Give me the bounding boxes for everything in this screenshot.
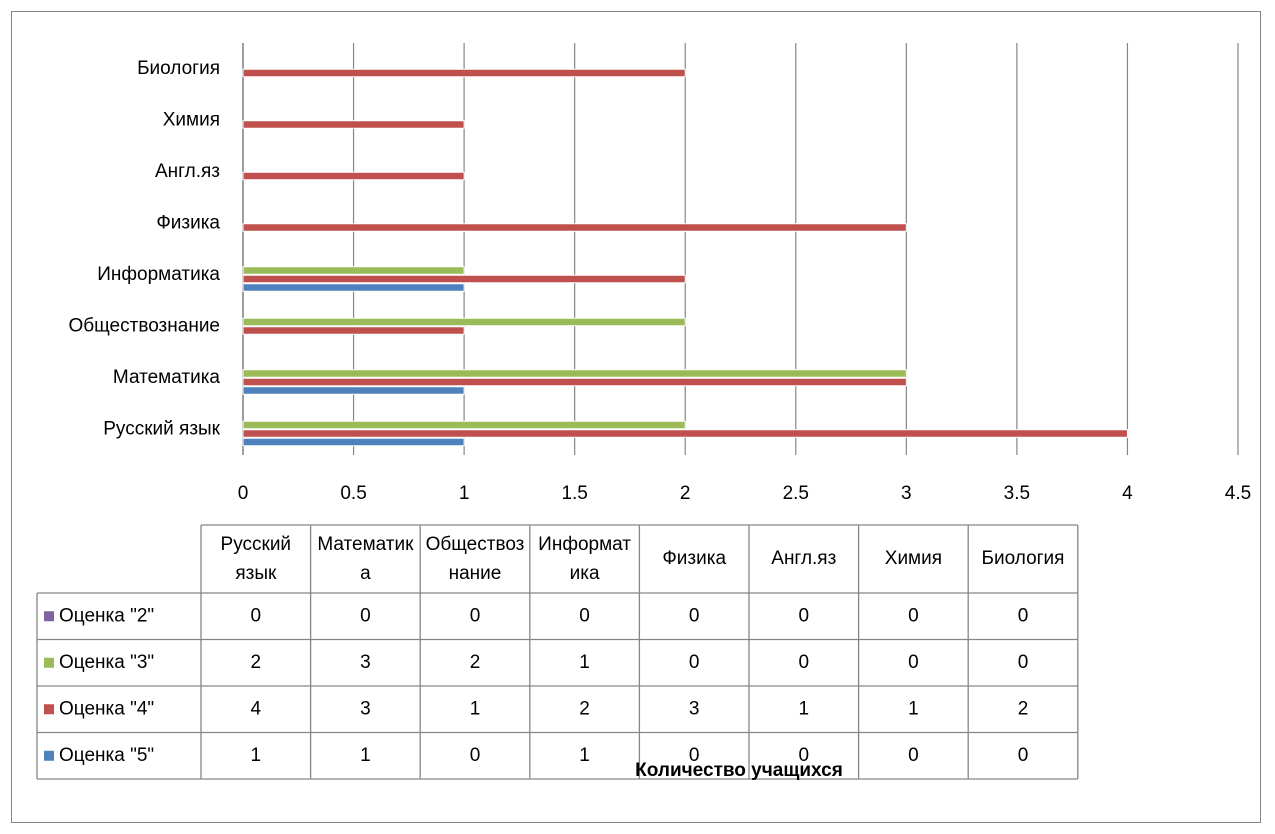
table-header: нание: [449, 563, 502, 584]
table-value: 0: [1018, 745, 1029, 766]
table-value: 1: [799, 698, 810, 719]
category-label: Биология: [137, 58, 220, 79]
x-tick-label: 0.5: [340, 483, 366, 504]
x-axis-title: Количество учащихся: [635, 760, 843, 781]
table-value: 2: [470, 652, 481, 673]
table-value: 0: [470, 745, 481, 766]
table-header: Физика: [662, 548, 726, 569]
x-tick-label: 1: [459, 483, 470, 504]
chart-frame: [11, 11, 1261, 823]
table-value: 0: [689, 745, 700, 766]
table-value: 0: [360, 605, 371, 626]
table-value: 2: [579, 698, 590, 719]
x-tick-label: 4: [1122, 483, 1133, 504]
table-value: 1: [360, 745, 371, 766]
table-value: 0: [1018, 605, 1029, 626]
table-header: Математик: [317, 534, 414, 555]
table-header: Химия: [885, 548, 942, 569]
category-label: Химия: [163, 109, 220, 130]
bar: [242, 317, 686, 327]
bar: [242, 326, 465, 335]
x-tick-label: 0: [238, 483, 249, 504]
bar: [242, 386, 465, 395]
table-value: 0: [799, 605, 810, 626]
table-value: 3: [689, 698, 700, 719]
bar: [242, 283, 465, 292]
table-value: 1: [251, 745, 262, 766]
table-value: 0: [579, 605, 590, 626]
table-value: 0: [908, 652, 919, 673]
bar: [242, 369, 907, 378]
x-tick-label: 3.5: [1004, 483, 1030, 504]
category-label: Информатика: [97, 264, 220, 285]
x-tick-label: 1.5: [561, 483, 587, 504]
legend-label: Оценка "4": [59, 698, 154, 719]
table-value: 0: [799, 652, 810, 673]
table-value: 0: [689, 605, 700, 626]
legend-label: Оценка "2": [59, 605, 154, 626]
category-label: Физика: [156, 212, 220, 233]
legend-key: [44, 611, 54, 622]
legend-key: [44, 750, 54, 761]
table-header: ика: [570, 563, 600, 584]
bar: [242, 274, 686, 284]
table-value: 1: [908, 698, 919, 719]
table-value: 1: [470, 698, 481, 719]
category-label: Русский язык: [103, 418, 220, 439]
x-tick-label: 2: [680, 483, 691, 504]
table-header: Англ.яз: [771, 548, 836, 569]
x-tick-label: 2.5: [783, 483, 809, 504]
bar: [242, 120, 465, 129]
x-tick-label: 4.5: [1225, 483, 1251, 504]
table-header: а: [360, 563, 371, 584]
table-value: 0: [1018, 652, 1029, 673]
category-label: Математика: [113, 367, 221, 388]
table-value: 0: [251, 605, 262, 626]
table-header: язык: [235, 563, 277, 584]
bar: [242, 266, 465, 275]
table-header: Биология: [982, 548, 1065, 569]
bar: [242, 223, 907, 232]
table-value: 4: [251, 698, 262, 719]
bar: [242, 68, 686, 78]
table-value: 1: [579, 745, 590, 766]
table-value: 1: [579, 652, 590, 673]
x-tick-label: 3: [901, 483, 912, 504]
table-value: 0: [908, 605, 919, 626]
bar: [242, 437, 465, 447]
bar: [242, 377, 907, 387]
table-value: 0: [689, 652, 700, 673]
table-header: Обществоз: [426, 534, 525, 555]
legend-label: Оценка "5": [59, 745, 154, 766]
table-value: 0: [470, 605, 481, 626]
table-value: 2: [251, 652, 262, 673]
table-value: 2: [1018, 698, 1029, 719]
table-header: Русский: [221, 534, 292, 555]
table-value: 3: [360, 652, 371, 673]
bar: [242, 420, 686, 430]
legend-key: [44, 704, 54, 715]
category-label: Англ.яз: [155, 161, 220, 182]
table-value: 0: [908, 745, 919, 766]
bar: [242, 429, 1128, 438]
table-value: 3: [360, 698, 371, 719]
table-value: 0: [799, 745, 810, 766]
category-label: Обществознание: [68, 315, 220, 336]
table-header: Информат: [538, 534, 631, 555]
legend-key: [44, 657, 54, 668]
legend-label: Оценка "3": [59, 652, 154, 673]
bar: [242, 171, 465, 181]
